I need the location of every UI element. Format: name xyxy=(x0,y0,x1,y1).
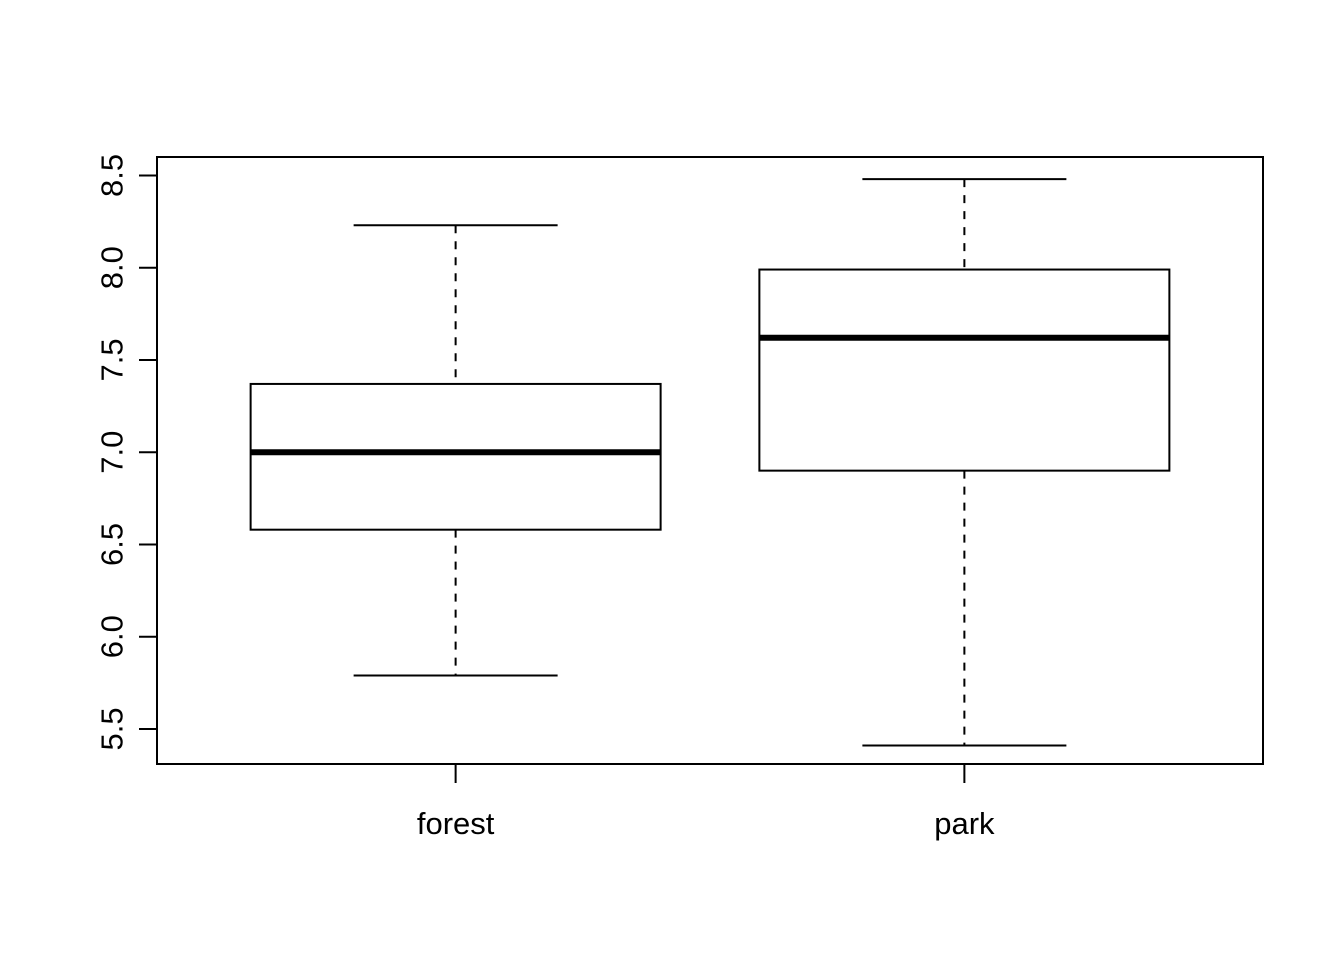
y-tick-label: 7.0 xyxy=(95,431,130,474)
plot-frame xyxy=(156,156,1264,765)
y-tick-label: 7.5 xyxy=(95,338,130,381)
iqr-box xyxy=(758,268,1171,472)
box-park xyxy=(758,178,1171,747)
y-tick-label: 8.5 xyxy=(95,154,130,197)
iqr-box xyxy=(249,382,662,531)
y-axis: 5.5 6.0 6.5 7.0 7.5 8.0 8.5 xyxy=(95,154,158,751)
y-tick-label: 6.0 xyxy=(95,615,130,658)
x-axis: forest park xyxy=(417,764,995,841)
y-tick-label: 6.5 xyxy=(95,523,130,566)
x-tick-label: forest xyxy=(417,806,495,841)
y-tick-label: 8.0 xyxy=(95,246,130,289)
y-tick-label: 5.5 xyxy=(95,707,130,750)
box-forest xyxy=(249,224,662,677)
boxes xyxy=(249,178,1171,747)
x-tick-label: park xyxy=(934,806,995,841)
